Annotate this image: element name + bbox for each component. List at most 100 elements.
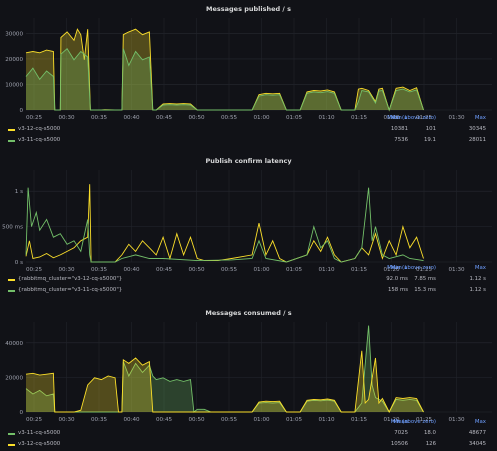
x-tick-label: 01:05 [286,417,303,423]
legend-column-header[interactable]: Min (above zero) [390,265,436,271]
x-tick-label: 00:55 [221,115,238,121]
legend-stat-value: 126 [425,441,436,447]
legend-stat-value: 7025 [394,430,408,436]
y-tick-label: 0 s [15,260,23,266]
x-tick-label: 01:30 [448,417,465,423]
series-line [25,28,424,112]
legend-stat-value: 30345 [468,126,486,132]
series-area [26,48,424,110]
x-tick-label: 01:20 [383,267,400,273]
x-tick-label: 00:25 [26,267,43,273]
series-1 [25,48,424,112]
legend-column-header[interactable]: Max [474,265,486,271]
y-tick-label: 10000 [5,82,23,88]
series-area [26,350,424,412]
legend-swatch [8,444,15,446]
legend-stat-value: 1.12 s [469,276,486,282]
legend-series-name[interactable]: v3-12-cq-s5000 [18,441,61,447]
x-tick-label: 00:55 [221,267,238,273]
y-tick-label: 0 [19,108,23,114]
x-tick-label: 00:45 [156,115,173,121]
legend-column-header[interactable]: Max [474,115,486,121]
legend-stat-value: 7.85 ms [414,276,436,282]
x-tick-label: 00:25 [26,417,43,423]
series-line [25,187,424,263]
legend-stat-value: 101 [425,126,436,132]
x-tick-label: 01:05 [286,267,303,273]
x-tick-label: 00:35 [91,267,108,273]
legend-swatch [8,129,15,131]
legend-stat-value: 92.0 ms [386,276,408,282]
series-line [25,48,424,112]
y-tick-label: 500 ms [2,225,23,231]
x-tick-label: 01:00 [253,417,270,423]
legend-stat-value: 10381 [390,126,408,132]
legend-column-header[interactable]: Mean ↓ [387,265,408,271]
x-tick-label: 01:30 [448,267,465,273]
x-tick-label: 00:45 [156,267,173,273]
x-tick-label: 01:10 [318,115,335,121]
legend-stat-value: 34045 [468,441,486,447]
x-tick-label: 00:45 [156,417,173,423]
legend-stat-value: 158 ms [387,287,408,293]
x-tick-label: 01:25 [416,417,433,423]
series-0 [25,184,424,263]
y-tick-label: 1 s [15,189,23,195]
x-tick-label: 00:40 [123,417,140,423]
legend-stat-value: 10506 [390,441,408,447]
x-tick-label: 01:10 [318,417,335,423]
chart-publish-confirm-latency[interactable]: 0 s 500 ms 1 s 00:25 00:30 00:35 00:40 00:45 00:… [0,166,497,276]
series-area [26,29,424,111]
panel-messages-consumed: Messages consumed / s 0 20000 40000 00:25 00… [0,302,497,451]
y-tick-label: 30000 [5,31,23,37]
legend-swatch [8,140,15,142]
x-tick-label: 01:00 [253,267,270,273]
x-tick-label: 00:30 [58,417,75,423]
x-tick-label: 00:40 [123,115,140,121]
y-tick-label: 20000 [5,375,23,381]
panel-title: Messages published / s [206,5,291,13]
x-tick-label: 00:50 [188,267,205,273]
legend-column-header[interactable]: Min (above zero) [390,419,436,425]
x-tick-label: 00:50 [188,115,205,121]
chart-messages-published[interactable]: 0 10000 20000 30000 00:25 00:30 00:35 00:40 00:4… [0,14,497,124]
legend-column-header[interactable]: Min (above zero) [390,115,436,121]
y-tick-label: 0 [19,410,23,416]
x-tick-label: 01:15 [351,417,368,423]
legend-stat-value: 48677 [468,430,486,436]
legend-column-header[interactable]: Mean ↓ [387,115,408,121]
panel-messages-published: Messages published / s 0 10000 20000 30000 0… [0,0,497,150]
series-area [26,325,424,412]
chart-messages-consumed[interactable]: 0 20000 40000 00:25 00:30 00:35 00:40 00:45 00:5… [0,318,497,426]
y-tick-label: 40000 [5,341,23,347]
legend-column-header[interactable]: Mean [393,419,408,425]
x-tick-label: 00:40 [123,267,140,273]
x-tick-label: 01:10 [318,267,335,273]
legend-series-name[interactable]: v3-11-cq-s5000 [18,137,61,143]
x-tick-label: 01:30 [448,115,465,121]
legend-column-header[interactable]: Max [474,419,486,425]
legend-stat-value: 19.1 [423,137,436,143]
x-tick-label: 01:20 [383,417,400,423]
x-tick-label: 00:35 [91,115,108,121]
legend-series-name[interactable]: {rabbitmq_cluster="v3-11-cq-s5000"} [18,287,123,293]
series-0 [25,28,424,112]
x-tick-label: 00:55 [221,417,238,423]
x-tick-label: 01:25 [416,267,433,273]
legend-stat-value: 1.12 s [469,287,486,293]
panel-title: Messages consumed / s [205,309,292,317]
x-tick-label: 00:25 [26,115,43,121]
series-line [25,184,424,263]
legend-swatch [8,279,15,281]
series-1 [25,187,424,263]
legend-stat-value: 7536 [394,137,408,143]
legend-series-name[interactable]: v3-11-cq-s5000 [18,430,61,436]
x-tick-label: 01:00 [253,115,270,121]
legend-swatch [8,290,15,292]
x-tick-label: 00:35 [91,417,108,423]
series-line [25,350,424,414]
legend-series-name[interactable]: {rabbitmq_cluster="v3-12-cq-s5000"} [18,276,123,282]
legend-stat-value: 18.0 [423,430,436,436]
series-1 [25,350,424,414]
legend-series-name[interactable]: v3-12-cq-s5000 [18,126,61,132]
